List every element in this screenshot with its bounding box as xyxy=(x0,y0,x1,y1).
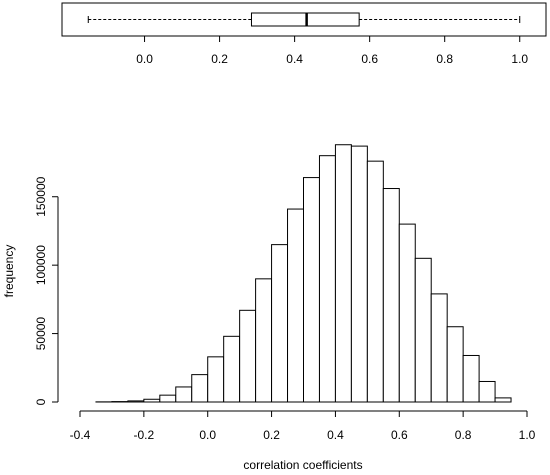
histogram-bar xyxy=(207,356,225,403)
x-tick-label: -0.4 xyxy=(70,428,91,442)
histogram-bar xyxy=(287,208,304,403)
boxplot-tick-label: 0.4 xyxy=(286,52,303,66)
boxplot-frame xyxy=(61,2,547,37)
x-tick-label: 1.0 xyxy=(519,428,536,442)
y-tick-label: 100000 xyxy=(34,245,48,285)
boxplot-tick-label: 0.0 xyxy=(136,52,153,66)
y-tick-label: 0 xyxy=(34,398,48,405)
histogram-y-axis: 0 50000 100000 150000 xyxy=(34,176,59,405)
histogram-bar xyxy=(398,223,416,403)
boxplot-tick-label: 1.0 xyxy=(511,52,528,66)
x-tick-label: 0.6 xyxy=(391,428,408,442)
histogram-bar xyxy=(350,145,368,403)
histogram-bar xyxy=(159,394,177,403)
histogram-bar xyxy=(430,293,448,403)
boxplot-box xyxy=(250,12,360,27)
histogram-bar xyxy=(382,188,400,403)
histogram-bar xyxy=(494,397,512,403)
histogram-bar xyxy=(303,177,320,403)
x-axis-label: correlation coefficients xyxy=(243,458,362,472)
y-tick-label: 50000 xyxy=(34,317,48,351)
histogram-bar xyxy=(446,326,464,403)
histogram-bar xyxy=(223,335,241,403)
histogram-bar xyxy=(191,374,209,403)
boxplot-tick-label: 0.2 xyxy=(211,52,228,66)
boxplot-panel: 0.0 0.2 0.4 0.6 0.8 1.0 xyxy=(61,2,547,66)
x-tick-label: -0.2 xyxy=(134,428,155,442)
x-tick-label: 0.8 xyxy=(455,428,472,442)
boxplot-tick-label: 0.6 xyxy=(361,52,378,66)
x-tick-label: 0.2 xyxy=(263,428,280,442)
histogram-bar xyxy=(478,380,496,403)
y-axis-label: frequency xyxy=(2,245,16,298)
histogram-panel: -0.4 -0.2 0.0 0.2 0.4 0.6 0.8 1.0 0 50000 100000 1… xyxy=(2,144,536,472)
histogram-bar xyxy=(366,160,384,403)
histogram-bar xyxy=(318,155,336,403)
x-tick-label: 0.0 xyxy=(199,428,216,442)
histogram-bar xyxy=(271,244,289,403)
histogram-bar xyxy=(255,278,273,403)
histogram-bar xyxy=(127,400,145,403)
x-tick-label: 0.4 xyxy=(327,428,344,442)
boxplot-marks xyxy=(87,12,521,27)
histogram-bar xyxy=(175,386,193,403)
boxplot-tick-label: 0.8 xyxy=(436,52,453,66)
histogram-x-axis: -0.4 -0.2 0.0 0.2 0.4 0.6 0.8 1.0 xyxy=(70,410,536,442)
histogram-bar xyxy=(414,257,432,403)
boxplot-x-axis: 0.0 0.2 0.4 0.6 0.8 1.0 xyxy=(136,36,528,66)
y-tick-label: 150000 xyxy=(34,176,48,216)
histogram-bar xyxy=(462,354,480,403)
histogram-bar xyxy=(239,309,257,403)
histogram-bars xyxy=(95,144,512,403)
histogram-bar xyxy=(143,398,161,403)
histogram-bar xyxy=(334,144,352,403)
